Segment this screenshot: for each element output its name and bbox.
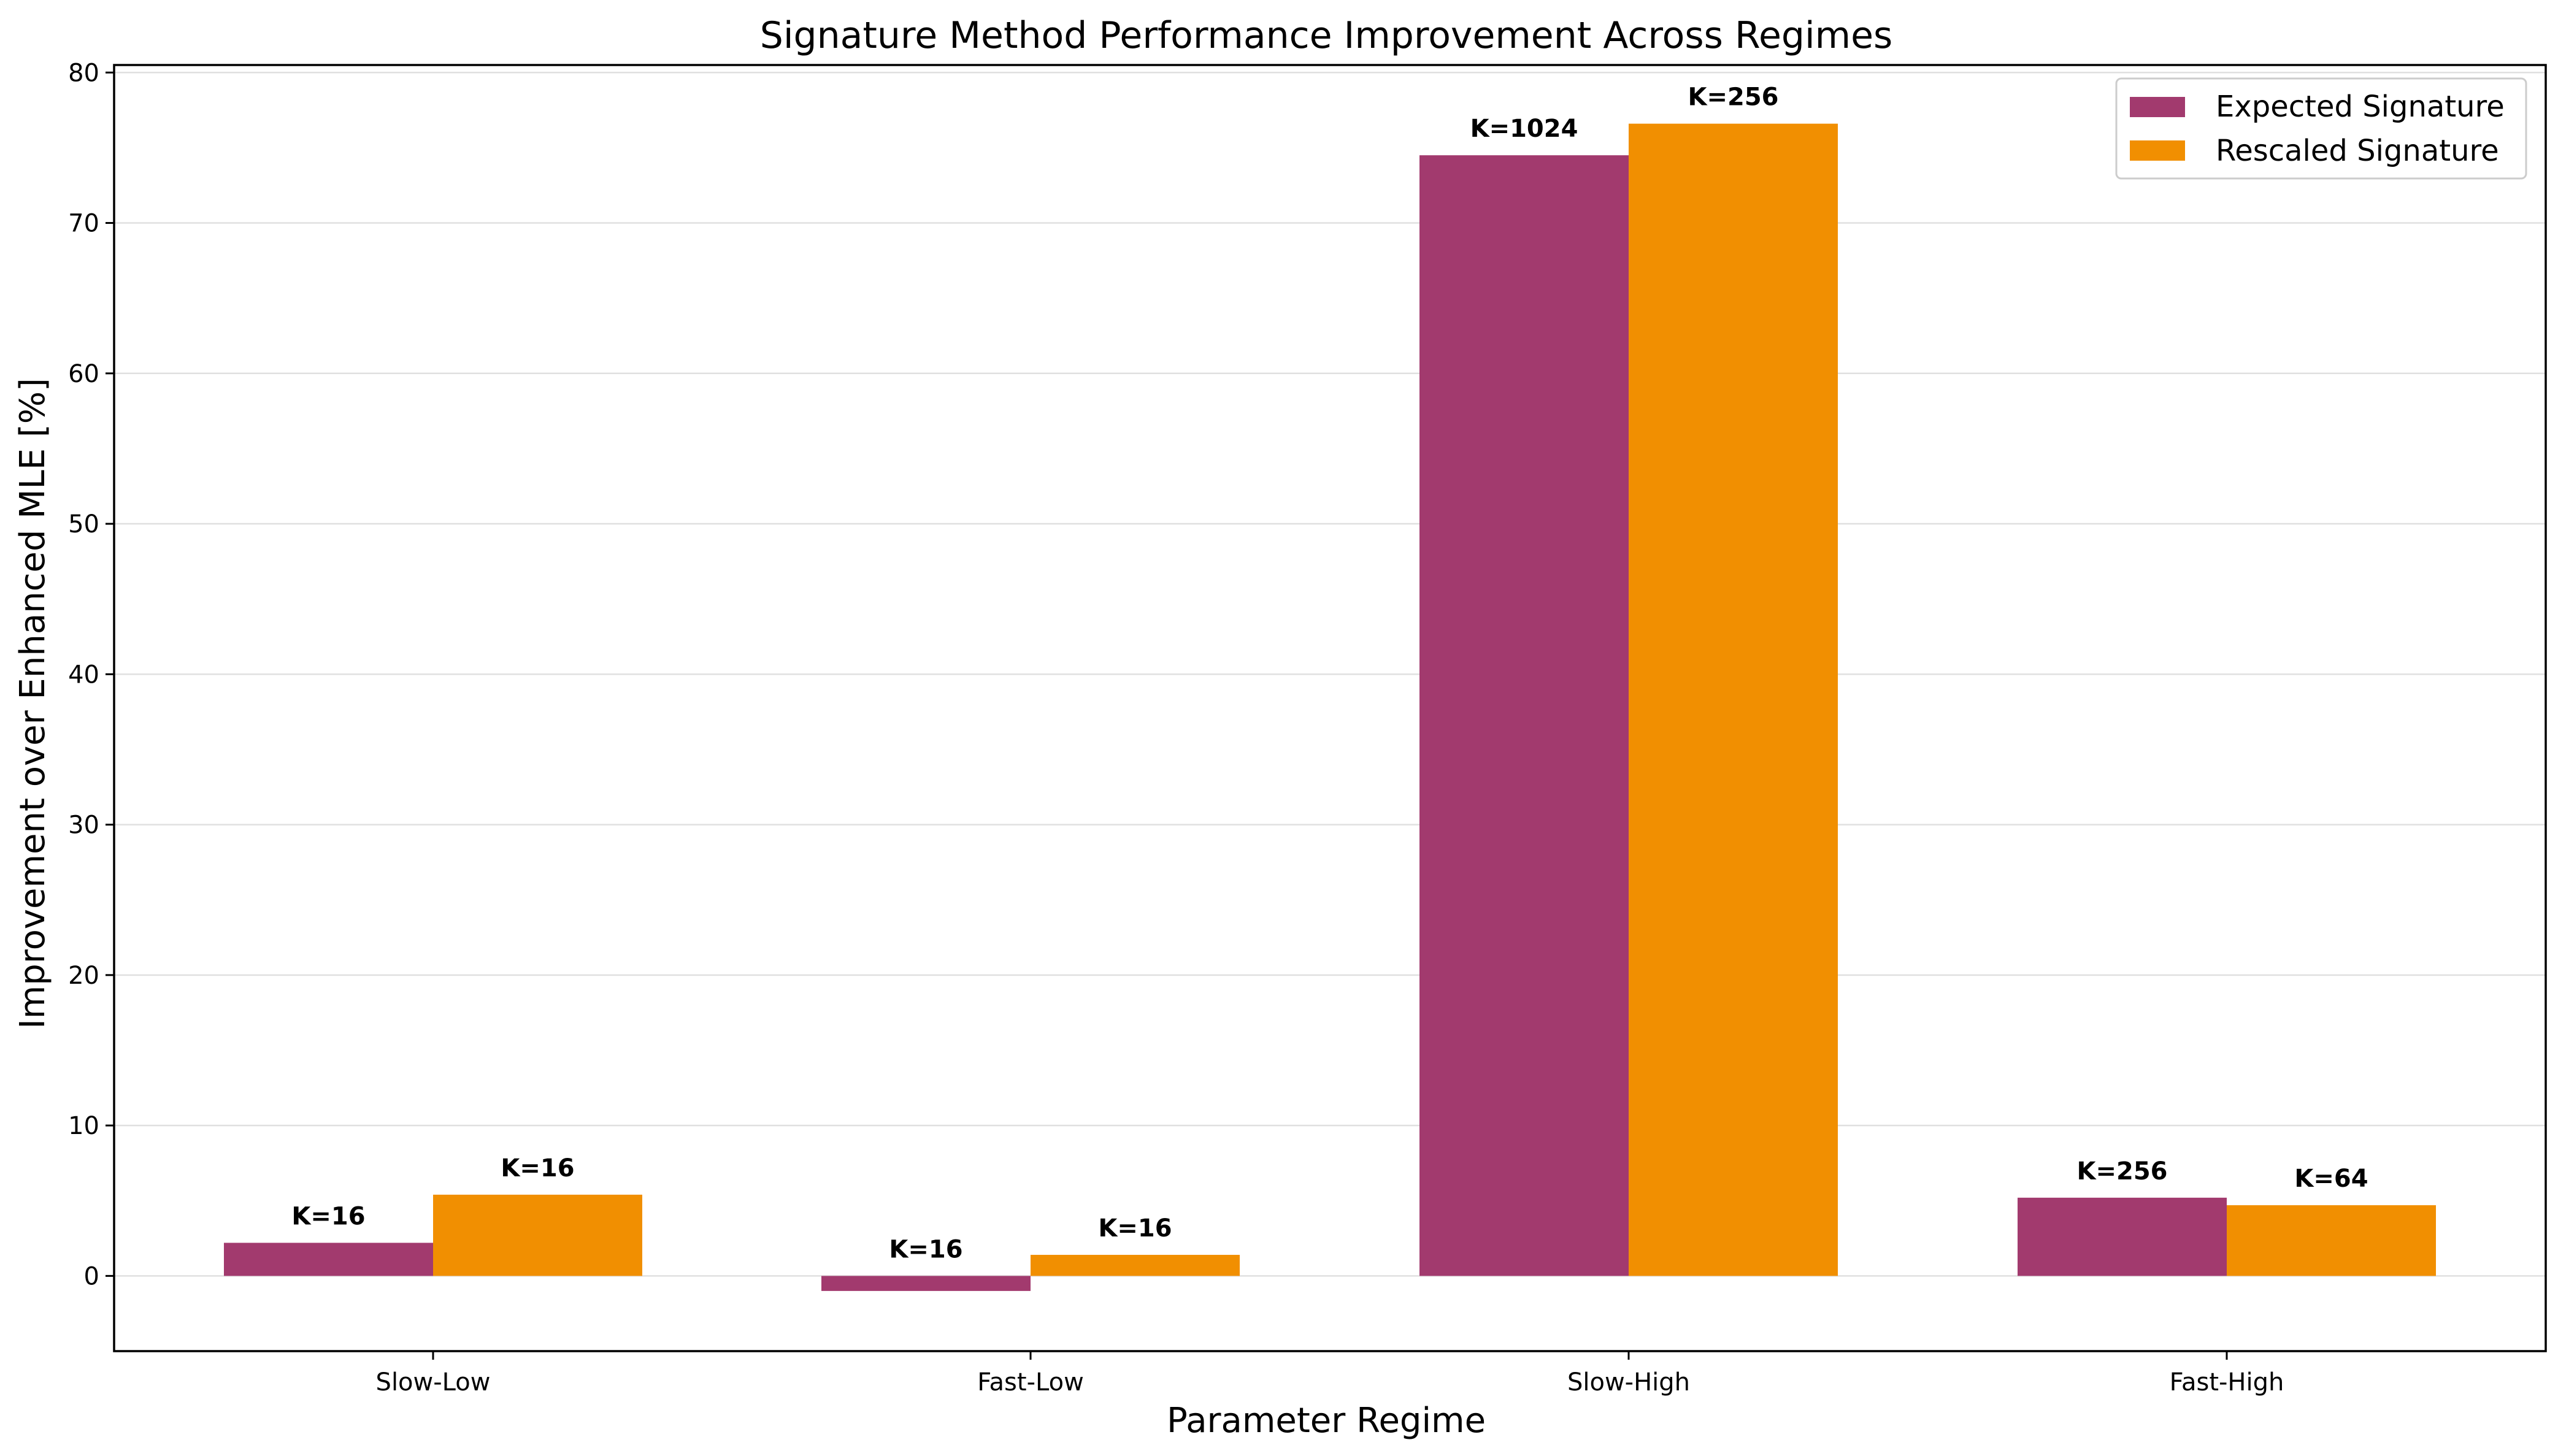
y-tick-label: 10	[68, 1112, 99, 1140]
chart-title: Signature Method Performance Improvement…	[760, 14, 1893, 57]
legend: Expected Signature Rescaled Signature	[2115, 77, 2527, 180]
y-tick-label: 60	[68, 360, 99, 388]
x-tick-label: Slow-High	[1567, 1368, 1690, 1397]
bar-label-rescaled-signature-slow-low: K=16	[501, 1154, 574, 1182]
bar-rescaled-signature-slow-low	[433, 1194, 642, 1276]
x-axis-label: Parameter Regime	[1167, 1401, 1486, 1441]
x-tick-label: Fast-High	[2170, 1368, 2284, 1397]
bar-expected-signature-slow-high	[1419, 155, 1629, 1276]
y-tick-label: 20	[68, 962, 99, 990]
legend-swatch-rescaled-signature	[2130, 140, 2185, 161]
y-tick-label: 0	[84, 1262, 99, 1290]
legend-swatch-expected-signature	[2130, 97, 2185, 117]
y-tick-label: 40	[68, 661, 99, 689]
legend-label-expected-signature: Expected Signature	[2216, 90, 2505, 124]
axis-ticks: 0 10 20 30 40 50 60 70 80 Slow-Low Fast-Low Slow-Hi…	[68, 59, 2284, 1397]
plot-area-border	[113, 64, 2547, 1352]
bar-rescaled-signature-fast-high	[2227, 1205, 2436, 1276]
grid-lines	[114, 72, 2546, 1277]
bar-labels: K=16 K=16 K=1024 K=256 K=16 K=16 K=256 K=64	[291, 83, 2368, 1264]
y-tick-label: 50	[68, 510, 99, 538]
y-axis-label: Improvement over Enhanced MLE [%]	[13, 378, 53, 1029]
bar-label-expected-signature-fast-high: K=256	[2076, 1157, 2167, 1186]
bar-expected-signature-fast-low	[821, 1276, 1031, 1291]
bar-expected-signature-fast-high	[2018, 1197, 2227, 1276]
bars	[224, 123, 2436, 1291]
legend-label-rescaled-signature: Rescaled Signature	[2216, 134, 2499, 168]
bar-rescaled-signature-slow-high	[1629, 123, 1838, 1276]
bar-label-expected-signature-slow-high: K=1024	[1470, 115, 1578, 143]
bar-label-rescaled-signature-slow-high: K=256	[1688, 83, 1778, 112]
plot-frame	[113, 64, 2547, 1352]
x-tick-label: Slow-Low	[376, 1368, 491, 1397]
y-tick-label: 80	[68, 59, 99, 87]
y-tick-label: 30	[68, 811, 99, 840]
y-tick-label: 70	[68, 210, 99, 238]
x-tick-label: Fast-Low	[977, 1368, 1084, 1397]
bar-label-rescaled-signature-fast-low: K=16	[1098, 1214, 1172, 1243]
legend-box	[2115, 77, 2527, 180]
bar-label-expected-signature-fast-low: K=16	[889, 1235, 962, 1263]
bar-label-expected-signature-slow-low: K=16	[291, 1202, 365, 1230]
bar-rescaled-signature-fast-low	[1031, 1255, 1240, 1276]
bar-expected-signature-slow-low	[224, 1243, 433, 1276]
bar-label-rescaled-signature-fast-high: K=64	[2294, 1165, 2368, 1193]
